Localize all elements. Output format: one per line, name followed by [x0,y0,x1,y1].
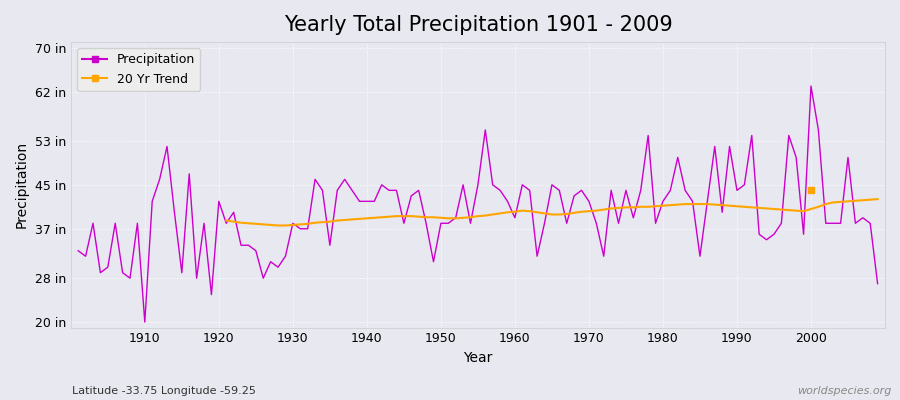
Y-axis label: Precipitation: Precipitation [15,141,29,228]
Text: Latitude -33.75 Longitude -59.25: Latitude -33.75 Longitude -59.25 [72,386,256,396]
X-axis label: Year: Year [464,351,492,365]
Title: Yearly Total Precipitation 1901 - 2009: Yearly Total Precipitation 1901 - 2009 [284,15,672,35]
Legend: Precipitation, 20 Yr Trend: Precipitation, 20 Yr Trend [77,48,201,91]
Text: worldspecies.org: worldspecies.org [796,386,891,396]
